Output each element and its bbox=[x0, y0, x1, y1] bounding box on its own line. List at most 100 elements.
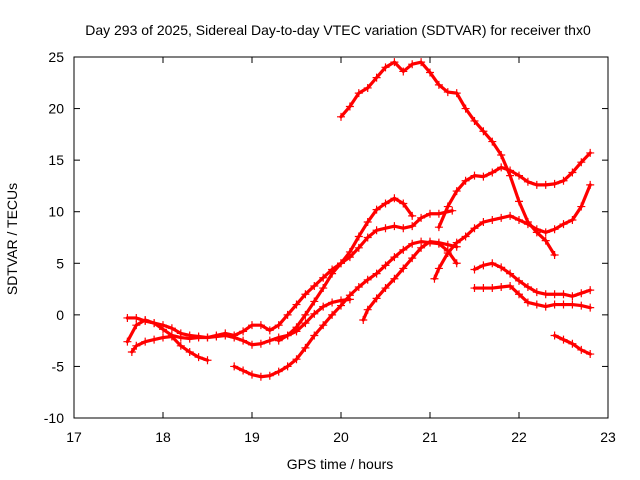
data-point bbox=[577, 301, 586, 310]
data-point bbox=[167, 324, 176, 333]
data-point bbox=[541, 302, 550, 311]
data-point bbox=[586, 148, 595, 157]
data-point bbox=[559, 335, 568, 344]
data-point bbox=[515, 215, 523, 224]
data-point bbox=[132, 321, 141, 330]
data-point bbox=[239, 366, 248, 375]
data-point bbox=[577, 345, 586, 354]
data-point bbox=[515, 197, 523, 206]
data-point bbox=[328, 269, 337, 278]
data-point bbox=[185, 347, 194, 356]
data-point bbox=[203, 333, 212, 342]
data-point bbox=[221, 329, 230, 338]
series-line bbox=[437, 151, 592, 229]
data-point bbox=[310, 309, 319, 318]
data-point bbox=[381, 63, 390, 72]
data-point bbox=[568, 168, 577, 177]
data-point bbox=[310, 331, 319, 340]
data-point bbox=[301, 290, 310, 299]
data-point bbox=[506, 269, 515, 278]
series-arc-5 bbox=[274, 194, 417, 345]
data-point bbox=[390, 274, 399, 283]
data-point bbox=[292, 355, 301, 364]
data-point bbox=[470, 116, 479, 125]
data-point bbox=[230, 362, 239, 371]
data-point bbox=[443, 88, 452, 97]
data-point bbox=[354, 243, 363, 252]
data-point bbox=[586, 286, 595, 295]
series-arc-12 bbox=[550, 331, 595, 359]
data-point bbox=[194, 332, 203, 341]
data-point bbox=[381, 284, 390, 293]
data-point bbox=[434, 80, 443, 89]
y-tick-label: 0 bbox=[56, 307, 64, 323]
data-point bbox=[488, 284, 497, 293]
data-point bbox=[354, 89, 363, 98]
series-line bbox=[277, 196, 414, 343]
data-point bbox=[559, 220, 568, 229]
data-point bbox=[434, 238, 443, 247]
data-point bbox=[248, 370, 256, 379]
data-point bbox=[461, 176, 470, 185]
data-point bbox=[577, 289, 586, 298]
data-point bbox=[417, 213, 426, 222]
data-point bbox=[452, 259, 461, 268]
data-point bbox=[390, 222, 399, 231]
data-point bbox=[479, 127, 488, 136]
data-point bbox=[559, 300, 568, 309]
data-point bbox=[515, 290, 523, 299]
data-point bbox=[363, 233, 372, 242]
data-point bbox=[372, 269, 381, 278]
data-point bbox=[159, 321, 167, 330]
data-point bbox=[354, 232, 363, 241]
data-point bbox=[452, 238, 461, 247]
data-point bbox=[159, 333, 167, 342]
x-tick-label: 21 bbox=[422, 429, 438, 445]
series-arc-2 bbox=[123, 206, 457, 342]
data-point bbox=[123, 337, 132, 346]
data-point bbox=[127, 347, 136, 356]
data-point bbox=[586, 350, 595, 359]
chart-title: Day 293 of 2025, Sidereal Day-to-day VTE… bbox=[85, 22, 591, 38]
data-point bbox=[141, 317, 150, 326]
x-tick-label: 20 bbox=[333, 429, 349, 445]
data-point bbox=[452, 89, 461, 98]
x-axis-label: GPS time / hours bbox=[287, 456, 394, 472]
data-point bbox=[488, 137, 497, 146]
data-point bbox=[203, 356, 212, 365]
data-point bbox=[577, 158, 586, 167]
data-point bbox=[310, 281, 319, 290]
data-point bbox=[150, 319, 159, 328]
data-point bbox=[523, 298, 532, 307]
data-point bbox=[132, 341, 141, 350]
data-point bbox=[586, 180, 595, 189]
data-point bbox=[523, 220, 532, 229]
data-point bbox=[515, 276, 523, 285]
data-point bbox=[550, 179, 559, 188]
data-point bbox=[363, 305, 372, 314]
data-point bbox=[568, 339, 577, 348]
x-tick-label: 22 bbox=[511, 429, 527, 445]
data-point bbox=[359, 316, 368, 325]
series-arc-10 bbox=[470, 259, 595, 301]
data-point bbox=[568, 215, 577, 224]
data-point bbox=[479, 218, 488, 227]
data-point bbox=[408, 60, 417, 69]
x-tick-label: 17 bbox=[66, 429, 82, 445]
data-point bbox=[541, 228, 550, 237]
data-point bbox=[372, 73, 381, 82]
data-point bbox=[292, 323, 301, 332]
data-point bbox=[399, 245, 408, 254]
data-point bbox=[497, 163, 506, 172]
data-point bbox=[390, 253, 399, 262]
data-point bbox=[523, 283, 532, 292]
data-point bbox=[568, 292, 577, 301]
data-point bbox=[256, 339, 265, 348]
data-point bbox=[497, 213, 506, 222]
data-point bbox=[239, 327, 248, 336]
data-point bbox=[417, 243, 426, 252]
data-point bbox=[399, 264, 408, 273]
data-point bbox=[239, 336, 248, 345]
data-point bbox=[443, 240, 452, 249]
